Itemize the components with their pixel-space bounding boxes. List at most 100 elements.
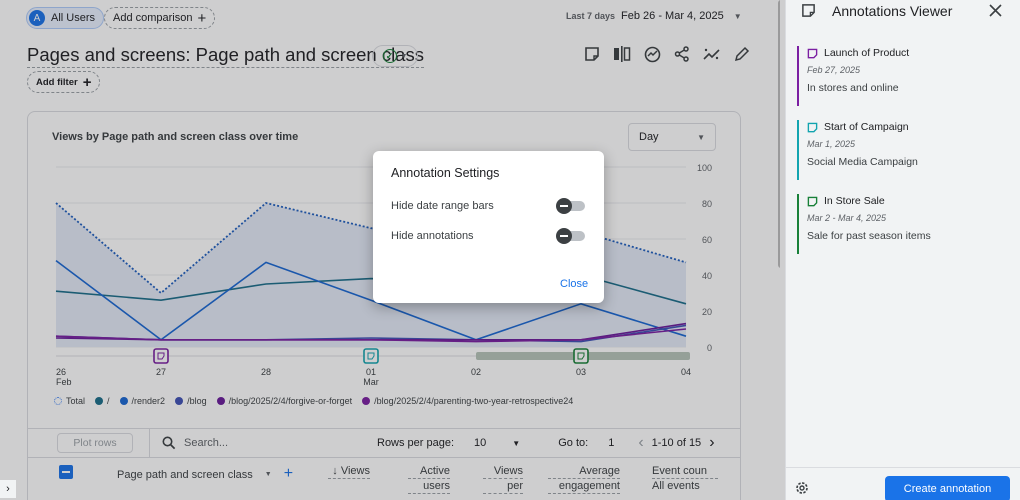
legend-label: /blog/2025/2/4/parenting-two-year-retros… — [374, 396, 574, 406]
legend-dot — [95, 397, 104, 405]
x-tick-label: 28 — [261, 367, 271, 377]
column-dimension-label: Page path and screen class — [117, 469, 253, 481]
avatar: A — [29, 10, 45, 26]
rows-per-page-select[interactable]: 10 ▼ — [474, 437, 520, 449]
caret-down-icon: ▼ — [697, 132, 705, 142]
column-dimension[interactable]: Page path and screen class ▼ + — [117, 465, 294, 482]
annotation-description: In stores and online — [807, 82, 899, 94]
goto-label: Go to: — [558, 437, 589, 449]
granularity-value: Day — [639, 131, 659, 143]
plus-icon: + — [197, 9, 207, 27]
status-chip[interactable]: ✓ ▼ — [372, 45, 418, 67]
compare-icon[interactable] — [612, 44, 632, 64]
annotation-description: Social Media Campaign — [807, 156, 918, 168]
legend-item[interactable]: / — [95, 396, 110, 406]
annotation-icon[interactable] — [582, 44, 602, 64]
legend-item[interactable]: /blog — [175, 396, 207, 406]
chart-legend: Total / /render2 /blog /blog/2025/2/4/fo… — [54, 396, 573, 406]
pagination: ‹ 1-10 of 15 › — [638, 434, 714, 452]
sort-arrow-icon: ↓ — [332, 465, 338, 477]
edit-icon[interactable] — [732, 44, 752, 64]
legend-label: /blog/2025/2/4/forgive-or-forget — [228, 396, 353, 406]
annotation-title: In Store Sale — [824, 195, 885, 207]
x-tick-label: 26 — [56, 367, 66, 377]
annotation-date: Mar 1, 2025 — [807, 139, 856, 149]
expand-nav-icon[interactable]: › — [0, 480, 16, 498]
legend-total-dot — [54, 397, 62, 405]
plot-rows-button[interactable]: Plot rows — [57, 433, 133, 453]
add-filter-label: Add filter — [36, 76, 78, 88]
legend-item-total[interactable]: Total — [54, 396, 85, 406]
column-active-users[interactable]: Active users — [408, 464, 450, 494]
y-tick-label: 40 — [702, 271, 712, 281]
x-tick-sublabel: Feb — [56, 377, 72, 387]
column-label: engagement — [548, 479, 620, 494]
x-tick-label: 02 — [471, 367, 481, 377]
legend-item[interactable]: /blog/2025/2/4/forgive-or-forget — [216, 396, 353, 406]
scrollbar[interactable] — [778, 0, 780, 268]
search-input[interactable]: Search... — [184, 437, 229, 449]
annotations-viewer-panel: Annotations Viewer Launch of Product Feb… — [785, 0, 1020, 500]
table-toolbar: Plot rows Search... Rows per page: 10 ▼ … — [28, 428, 740, 458]
toggle-off-icon — [556, 198, 572, 214]
insights-icon[interactable] — [642, 44, 662, 64]
hide-date-range-row: Hide date range bars — [391, 198, 585, 214]
y-tick-label: 0 — [707, 343, 712, 353]
plus-icon: + — [82, 73, 92, 91]
goto-input[interactable]: 1 — [608, 437, 615, 449]
add-comparison-label: Add comparison — [113, 12, 193, 24]
date-range-picker[interactable]: Last 7 days Feb 26 - Mar 4, 2025 ▼ — [566, 10, 742, 22]
trend-icon[interactable] — [702, 44, 722, 64]
annotation-item[interactable]: Start of Campaign Mar 1, 2025 Social Med… — [797, 120, 1009, 180]
toggle-off-icon — [556, 228, 572, 244]
table-search[interactable]: Search... — [149, 428, 359, 458]
annotation-date: Mar 2 - Mar 4, 2025 — [807, 213, 887, 223]
x-tick-label: 01 — [366, 367, 376, 377]
granularity-select[interactable]: Day ▼ — [628, 123, 716, 151]
chevron-right-icon[interactable]: › — [709, 434, 715, 451]
series-line — [55, 328, 687, 343]
add-comparison-button[interactable]: Add comparison + — [104, 7, 216, 29]
annotation-item[interactable]: In Store Sale Mar 2 - Mar 4, 2025 Sale f… — [797, 194, 1009, 254]
y-tick-label: 20 — [702, 307, 712, 317]
page-info: 1-10 of 15 — [651, 437, 702, 449]
chevron-left-icon[interactable]: ‹ — [638, 434, 644, 451]
column-label: Views — [483, 464, 523, 479]
y-tick-label: 100 — [697, 163, 712, 173]
close-button[interactable]: Close — [560, 278, 589, 290]
x-tick-sublabel: Mar — [363, 377, 379, 387]
column-views[interactable]: ↓ Views — [328, 464, 370, 479]
share-icon[interactable] — [672, 44, 692, 64]
close-icon[interactable] — [989, 4, 1002, 17]
create-annotation-button[interactable]: Create annotation — [885, 476, 1010, 500]
legend-item[interactable]: /blog/2025/2/4/parenting-two-year-retros… — [362, 396, 573, 406]
legend-item[interactable]: /render2 — [119, 396, 166, 406]
column-event-count[interactable]: Event coun All events — [652, 464, 718, 493]
column-label: Average — [548, 464, 620, 479]
hide-annotations-toggle[interactable] — [556, 228, 585, 244]
annotation-description: Sale for past season items — [807, 230, 931, 242]
column-avg-engagement[interactable]: Average engagement — [548, 464, 620, 494]
plus-icon[interactable]: + — [283, 465, 294, 482]
select-all-checkbox[interactable] — [59, 465, 73, 479]
rows-per-page-value: 10 — [474, 437, 487, 449]
annotation-marker-icon — [577, 352, 585, 360]
column-views-label: Views — [340, 465, 370, 477]
panel-title: Annotations Viewer — [832, 3, 953, 19]
rows-per-page: Rows per page: 10 ▼ — [377, 437, 520, 449]
annotation-icon — [807, 48, 818, 58]
annotation-date: Feb 27, 2025 — [807, 65, 861, 75]
page-title: Pages and screens: Page path and screen … — [27, 44, 424, 68]
hide-annotations-row: Hide annotations — [391, 228, 585, 244]
all-users-chip[interactable]: A All Users — [26, 7, 105, 29]
column-label: users — [408, 479, 450, 494]
annotation-item[interactable]: Launch of Product Feb 27, 2025 In stores… — [797, 46, 1009, 106]
legend-label: Total — [66, 396, 86, 406]
hide-date-range-toggle[interactable] — [556, 198, 585, 214]
y-tick-label: 60 — [702, 235, 712, 245]
chart-title: Views by Page path and screen class over… — [52, 131, 299, 143]
legend-label: /render2 — [131, 396, 166, 406]
column-views-per-user[interactable]: Views per — [483, 464, 523, 494]
add-filter-button[interactable]: Add filter + — [27, 71, 101, 93]
gear-icon[interactable] — [794, 480, 810, 496]
